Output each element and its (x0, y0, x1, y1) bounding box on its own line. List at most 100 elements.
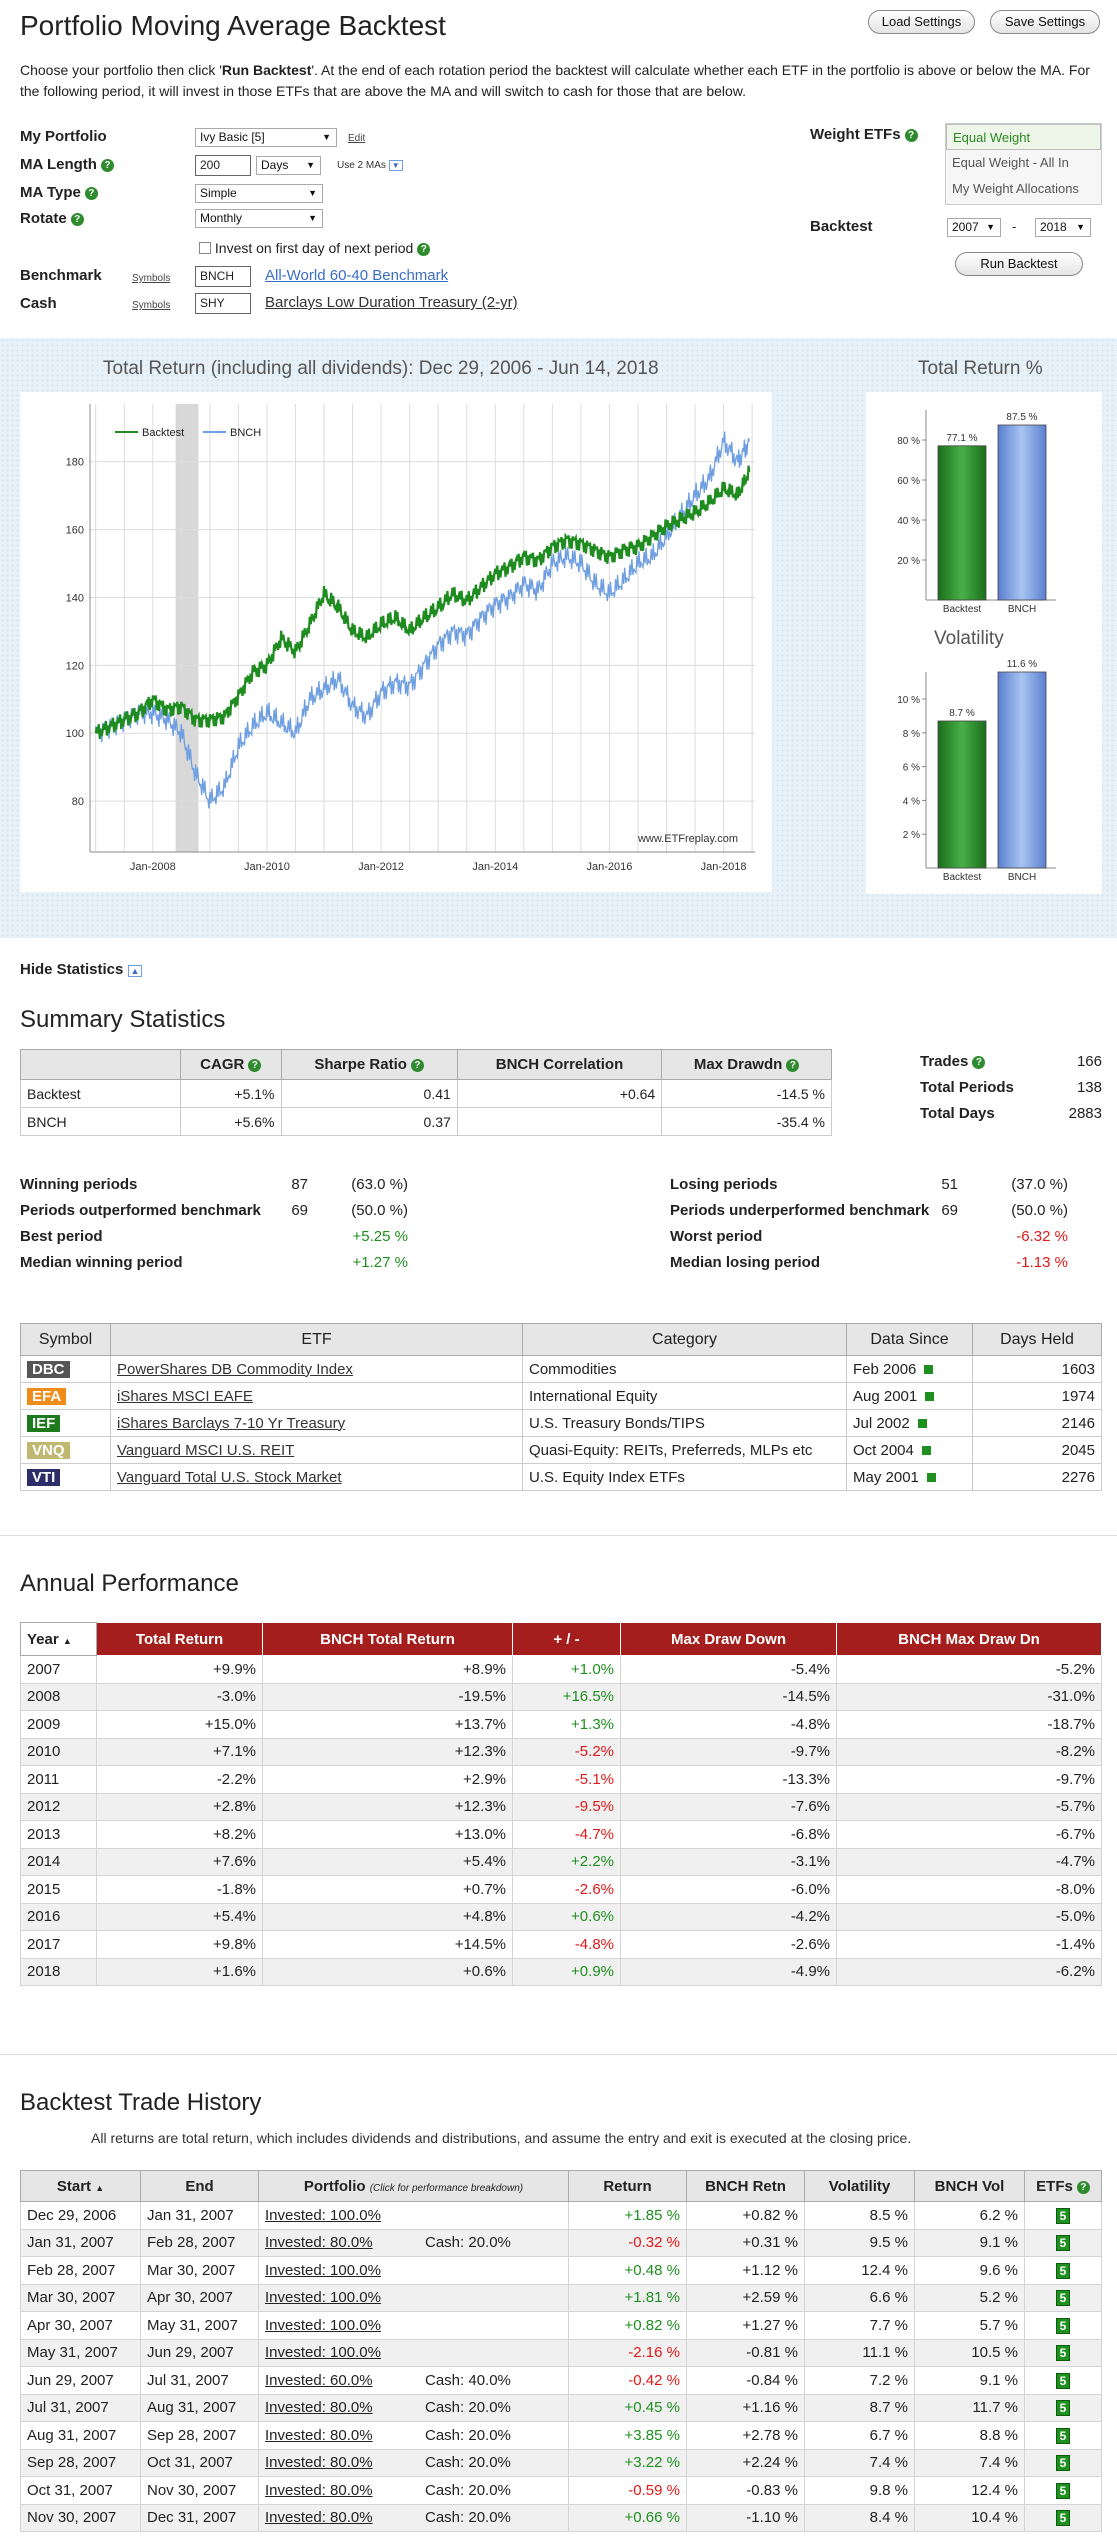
benchmark-input[interactable]: BNCH (195, 266, 251, 287)
ma-type-select[interactable]: Simple ▼ (195, 184, 323, 203)
trade-portfolio-link[interactable]: Invested: 80.0% (265, 2454, 373, 2472)
weight-option-my-allocations[interactable]: My Weight Allocations (952, 181, 1079, 196)
right-stat-label: Median losing period (670, 1254, 821, 1271)
annual-year: 2010 (20, 1737, 97, 1766)
trade-portfolio-cell: Invested: 80.0% Cash: 20.0% (258, 2503, 569, 2532)
trade-volatility: 7.7 % (804, 2311, 915, 2340)
trade-return: +0.66 % (568, 2503, 687, 2532)
annual-col-bnch-return[interactable]: BNCH Total Return (262, 1622, 513, 1656)
trade-cash: Cash: 20.0% (425, 2481, 511, 2499)
trade-col-end[interactable]: End (140, 2170, 259, 2202)
etf-count-badge[interactable]: 5 (1055, 2482, 1071, 2499)
annual-col-year[interactable]: Year ▲ (20, 1622, 97, 1656)
cash-input[interactable]: SHY (195, 293, 251, 314)
help-icon[interactable]: ? (1076, 2180, 1090, 2194)
etf-name-link[interactable]: Vanguard Total U.S. Stock Market (117, 1468, 342, 1486)
trade-portfolio-link[interactable]: Invested: 80.0% (265, 2399, 373, 2417)
trade-col-bnch-vol[interactable]: BNCH Vol (914, 2170, 1025, 2202)
help-icon[interactable]: ? (70, 213, 84, 226)
trade-volatility: 8.7 % (804, 2393, 915, 2422)
etf-count-badge[interactable]: 5 (1055, 2317, 1071, 2334)
help-icon[interactable]: ? (972, 1056, 986, 1069)
trade-col-start[interactable]: Start ▲ (20, 2170, 141, 2202)
y-tick-label: 80 % (897, 436, 920, 447)
trade-volatility: 8.5 % (804, 2201, 915, 2230)
trade-col-portfolio[interactable]: Portfolio (Click for performance breakdo… (258, 2170, 569, 2202)
trade-portfolio-link[interactable]: Invested: 80.0% (265, 2426, 373, 2444)
ma-length-input[interactable]: 200 (195, 155, 251, 176)
annual-bnch-drawdown: -4.7% (836, 1847, 1102, 1876)
status-square-icon (925, 1391, 935, 1401)
help-icon[interactable]: ? (904, 129, 918, 142)
trade-col-return[interactable]: Return (568, 2170, 687, 2202)
invest-first-day-checkbox[interactable] (199, 242, 211, 254)
load-settings-button[interactable]: Load Settings (868, 10, 975, 34)
etf-count-badge[interactable]: 5 (1055, 2400, 1071, 2417)
etf-name-link[interactable]: iShares MSCI EAFE (117, 1387, 253, 1405)
edit-portfolio-link[interactable]: Edit (348, 133, 366, 144)
annual-col-total-return[interactable]: Total Return (96, 1622, 263, 1656)
trade-portfolio-link[interactable]: Invested: 100.0% (265, 2289, 381, 2307)
year-to-select[interactable]: 2018 ▼ (1035, 218, 1091, 237)
trade-etf-count-cell: 5 (1024, 2256, 1102, 2285)
help-icon[interactable]: ? (84, 187, 98, 200)
etf-name-link[interactable]: iShares Barclays 7-10 Yr Treasury (117, 1414, 346, 1432)
etf-name-link[interactable]: PowerShares DB Commodity Index (117, 1360, 353, 1378)
annual-col-bnch-drawdown[interactable]: BNCH Max Draw Dn (836, 1622, 1102, 1656)
portfolio-select[interactable]: Ivy Basic [5] ▼ (195, 128, 337, 147)
help-icon[interactable]: ? (786, 1059, 800, 1072)
trade-portfolio-link[interactable]: Invested: 100.0% (265, 2316, 381, 2334)
etf-count-badge[interactable]: 5 (1055, 2510, 1071, 2527)
run-backtest-button[interactable]: Run Backtest (955, 252, 1083, 276)
total-periods-value: 138 (1076, 1079, 1102, 1096)
trade-portfolio-link[interactable]: Invested: 100.0% (265, 2344, 381, 2362)
etf-count-badge[interactable]: 5 (1055, 2345, 1071, 2362)
left-stat-count: 69 (291, 1202, 308, 1219)
trade-col-etfs[interactable]: ETFs? (1024, 2170, 1102, 2202)
etf-count-badge[interactable]: 5 (1055, 2290, 1071, 2307)
etf-count-badge[interactable]: 5 (1055, 2455, 1071, 2472)
trade-portfolio-link[interactable]: Invested: 100.0% (265, 2261, 381, 2279)
chevron-down-icon: ▼ (306, 160, 315, 170)
trade-portfolio-link[interactable]: Invested: 60.0% (265, 2371, 373, 2389)
y-tick-label: 80 (72, 796, 84, 808)
trade-col-bnch-return[interactable]: BNCH Retn (686, 2170, 805, 2202)
save-settings-button[interactable]: Save Settings (990, 10, 1100, 34)
annual-col-diff[interactable]: + / - (512, 1622, 621, 1656)
trade-volatility: 9.8 % (804, 2476, 915, 2505)
trade-portfolio-link[interactable]: Invested: 100.0% (265, 2206, 381, 2224)
year-from-select[interactable]: 2007 ▼ (947, 218, 1001, 237)
help-icon[interactable]: ? (410, 1059, 424, 1072)
cash-symbols-link[interactable]: Symbols (132, 300, 171, 311)
etf-count-badge[interactable]: 5 (1055, 2262, 1071, 2279)
weight-option-equal[interactable]: Equal Weight (946, 124, 1101, 150)
benchmark-symbols-link[interactable]: Symbols (132, 273, 171, 284)
trade-portfolio-link[interactable]: Invested: 80.0% (265, 2234, 373, 2252)
help-icon[interactable]: ? (248, 1059, 262, 1072)
annual-bnch-return: +13.7% (262, 1710, 513, 1739)
use-2mas-toggle[interactable]: Use 2 MAs ▼ (337, 160, 403, 171)
invest-first-day-option[interactable]: Invest on first day of next period? (199, 240, 431, 256)
hide-statistics-toggle[interactable]: Hide Statistics ▲ (20, 961, 143, 978)
ma-unit-select[interactable]: Days ▼ (256, 156, 321, 175)
annual-total-return: +7.1% (96, 1737, 263, 1766)
expand-icon[interactable]: ▼ (388, 160, 403, 171)
benchmark-link[interactable]: All-World 60-40 Benchmark (265, 267, 449, 284)
trade-start: Oct 31, 2007 (20, 2476, 141, 2505)
etf-count-badge[interactable]: 5 (1055, 2207, 1071, 2224)
collapse-icon[interactable]: ▲ (127, 965, 143, 977)
help-icon[interactable]: ? (417, 243, 431, 256)
help-icon[interactable]: ? (100, 159, 114, 172)
rotate-select[interactable]: Monthly ▼ (195, 209, 323, 228)
weight-option-all-in[interactable]: Equal Weight - All In (952, 155, 1069, 170)
cash-link[interactable]: Barclays Low Duration Treasury (2-yr) (265, 294, 518, 311)
trade-portfolio-link[interactable]: Invested: 80.0% (265, 2509, 373, 2527)
etf-count-badge[interactable]: 5 (1055, 2427, 1071, 2444)
etf-count-badge[interactable]: 5 (1055, 2235, 1071, 2252)
etf-count-badge[interactable]: 5 (1055, 2372, 1071, 2389)
annual-col-max-drawdown[interactable]: Max Draw Down (620, 1622, 837, 1656)
trade-portfolio-link[interactable]: Invested: 80.0% (265, 2481, 373, 2499)
etf-name-link[interactable]: Vanguard MSCI U.S. REIT (117, 1441, 295, 1459)
main-chart-title: Total Return (including all dividends): … (103, 358, 659, 379)
trade-col-volatility[interactable]: Volatility (804, 2170, 915, 2202)
